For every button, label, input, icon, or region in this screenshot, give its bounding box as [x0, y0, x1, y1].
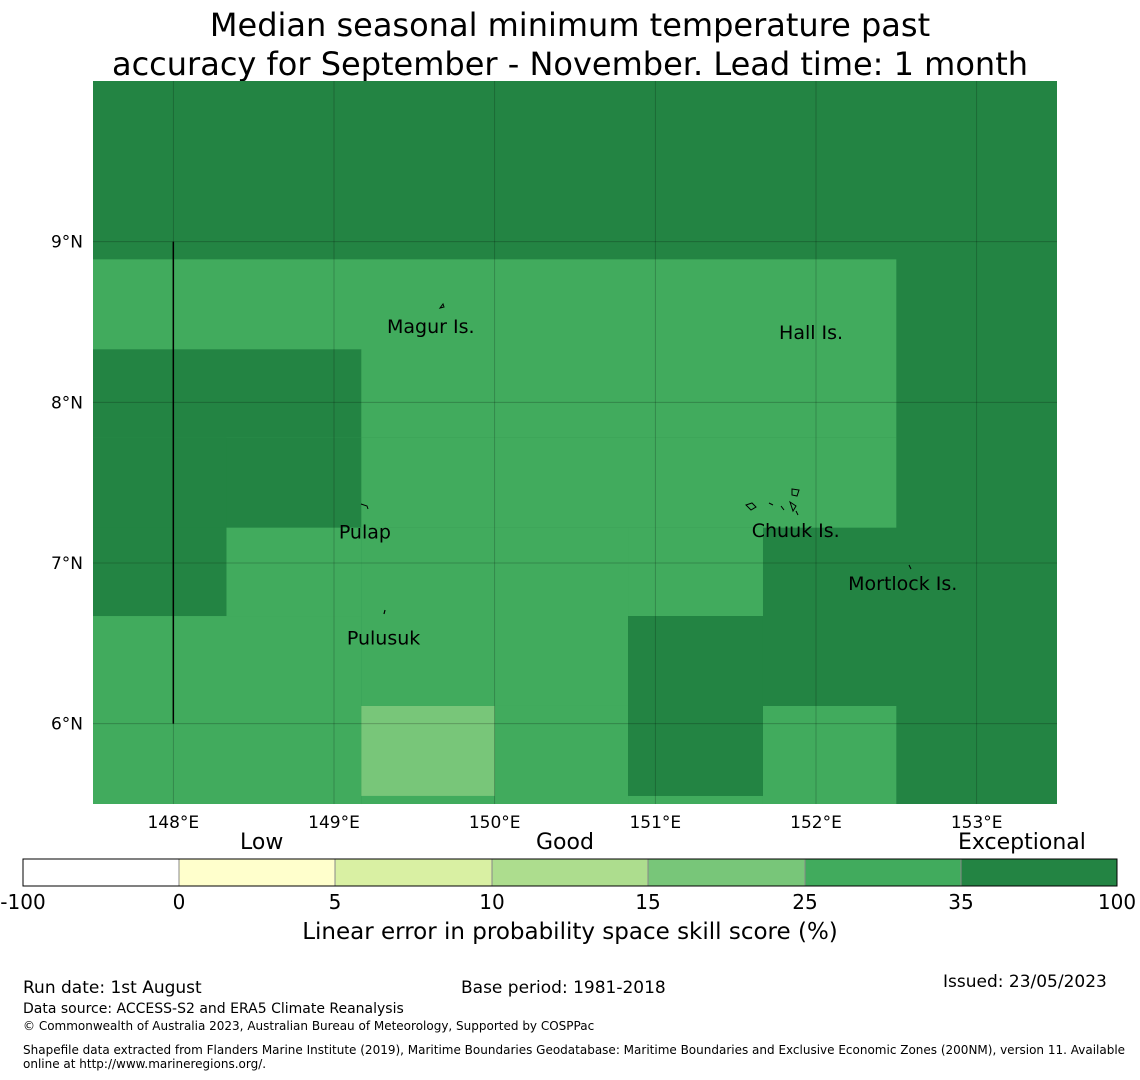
longitude-tick-label: 153°E: [951, 813, 1003, 833]
base-period: Base period: 1981-2018: [461, 978, 666, 998]
place-label: Magur Is.: [387, 316, 475, 338]
skill-cell-good-high: [361, 437, 897, 528]
colorbar-category-good: Good: [536, 830, 594, 855]
shapefile-credit-line-1: Shapefile data extracted from Flanders M…: [23, 1043, 1126, 1057]
skill-cell-exceptional: [93, 349, 362, 438]
place-label: Mortlock Is.: [848, 573, 957, 595]
island-outline: [360, 503, 369, 510]
island-outline: [438, 302, 445, 309]
colorbar-segment: [23, 859, 179, 886]
latitude-tick-label: 7°N: [51, 554, 83, 574]
skill-cell-good-high: [361, 527, 629, 706]
colorbar-label: Linear error in probability space skill …: [302, 919, 838, 945]
island-outline: [383, 609, 386, 615]
place-label: Hall Is.: [779, 322, 843, 344]
skill-cell-good-high: [762, 705, 897, 804]
latitude-tick-label: 8°N: [51, 393, 83, 413]
skill-cell-good-high: [494, 705, 629, 804]
place-label: Chuuk Is.: [752, 520, 840, 542]
colorbar-segment: [179, 859, 335, 886]
colorbar-category-exceptional: Exceptional: [958, 830, 1086, 855]
colorbar-segment: [805, 859, 961, 886]
colorbar-tick: 15: [635, 890, 661, 914]
copyright: © Commonwealth of Australia 2023, Austra…: [23, 1019, 595, 1033]
colorbar-tick: 10: [479, 890, 505, 914]
colorbar-tick: -100: [0, 890, 46, 914]
colorbar-tick: 35: [948, 890, 974, 914]
colorbar-category-low: Low: [240, 830, 284, 855]
colorbar-segment: [335, 859, 492, 886]
skill-cell-good-high: [93, 616, 362, 804]
skill-cell-exceptional: [628, 616, 763, 796]
longitude-tick-label: 150°E: [469, 813, 521, 833]
island-outline: [908, 564, 912, 570]
skill-cell-exceptional: [93, 437, 227, 528]
skill-cell-good-high: [226, 527, 362, 617]
skill-cell-good-high: [628, 795, 763, 804]
chart-title-line-2: accuracy for September - November. Lead …: [111, 45, 1029, 83]
colorbar-tick: 25: [792, 890, 818, 914]
place-label: Pulusuk: [347, 628, 420, 650]
skill-cell-good-high: [628, 527, 763, 617]
colorbar-frame: [22, 858, 1118, 887]
colorbar-segment: [492, 859, 648, 886]
colorbar-tick: 5: [328, 890, 342, 914]
latitude-tick-label: 9°N: [51, 233, 83, 253]
skill-cell-good-mid: [361, 705, 495, 796]
island-outline: [745, 488, 800, 516]
data-source: Data source: ACCESS-S2 and ERA5 Climate …: [23, 1001, 404, 1017]
run-date: Run date: 1st August: [23, 978, 202, 998]
skill-cell-exceptional: [93, 527, 227, 617]
longitude-tick-label: 151°E: [629, 813, 681, 833]
latitude-tick-label: 6°N: [51, 715, 83, 735]
longitude-tick-label: 149°E: [308, 813, 360, 833]
colorbar-segment: [961, 859, 1117, 886]
chart-title-line-1: Median seasonal minimum temperature past: [209, 6, 931, 44]
colorbar-segment: [648, 859, 805, 886]
colorbar-tick: 100: [1097, 890, 1137, 914]
issued-date: Issued: 23/05/2023: [943, 972, 1107, 992]
longitude-tick-label: 152°E: [790, 813, 842, 833]
shapefile-credit-line-2: online at http://www.marineregions.org/.: [23, 1057, 267, 1071]
skill-cell-good-high: [361, 795, 495, 804]
colorbar-tick: 0: [172, 890, 186, 914]
place-label: Pulap: [339, 521, 391, 543]
longitude-tick-label: 148°E: [147, 813, 199, 833]
